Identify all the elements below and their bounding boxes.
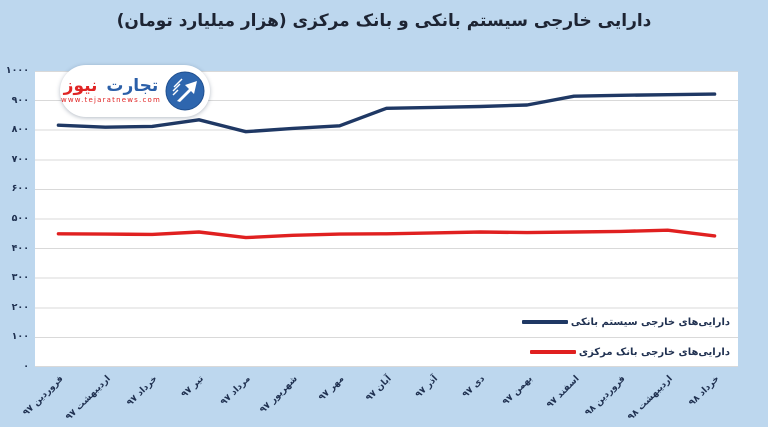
y-axis-label: ۰ (23, 361, 29, 372)
x-axis-label: اردیبهشت ۹۷ (63, 374, 113, 423)
legend-label-banking-system: دارایی‌های خارجی سیستم بانکی (570, 316, 730, 328)
y-axis-label: ۴۰۰ (11, 242, 29, 254)
legend-item-central-bank: دارایی‌های خارجی بانک مرکزی (522, 341, 730, 363)
chart-legend: دارایی‌های خارجی سیستم بانکی دارایی‌های … (521, 311, 730, 371)
x-axis-label: آذر ۹۷ (414, 374, 441, 401)
x-axis-label: فروردین ۹۸ (583, 374, 628, 419)
x-axis-label: دی ۹۷ (461, 374, 488, 401)
y-axis-label: ۳۰۰ (11, 272, 29, 284)
y-axis-label: ۲۰۰ (11, 301, 29, 313)
red-line-swatch-icon (529, 350, 576, 354)
x-axis-label: تیر ۹۷ (180, 374, 207, 401)
y-axis-label: ۶۰۰ (11, 183, 29, 195)
x-axis-label: آبان ۹۷ (364, 374, 394, 404)
x-axis-label: اردیبهشت ۹۸ (626, 374, 675, 423)
logo-text-block: تجارت نیوز www.tejaratnews.com (61, 77, 165, 105)
x-axis-label: فروردین ۹۷ (21, 374, 66, 419)
logo-website-url: www.tejaratnews.com (60, 96, 161, 104)
y-axis-label: ۵۰۰ (11, 213, 29, 224)
plot-area (35, 71, 738, 367)
y-axis-label: ۷۰۰ (11, 153, 29, 165)
series-line-0 (56, 92, 717, 134)
legend-item-banking-system: دارایی‌های خارجی سیستم بانکی (521, 311, 730, 333)
x-axis-label: مهر ۹۷ (317, 374, 347, 404)
x-axis-label: شهریور ۹۷ (258, 374, 300, 416)
chart-title: دارایی خارجی سیستم بانکی و بانک مرکزی (ه… (116, 11, 652, 31)
y-axis-label: ۱۰۰۰ (5, 65, 29, 76)
series-line-1 (56, 228, 717, 240)
y-axis-label: ۱۰۰ (11, 331, 29, 343)
y-axis-label: ۹۰۰ (11, 94, 29, 106)
logo-brand-name: تجارت نیوز (64, 77, 159, 96)
x-axis-label: اسفند ۹۷ (544, 374, 582, 411)
tejaratnews-logo: تجارت نیوز www.tejaratnews.com (60, 65, 210, 117)
x-axis-label: بهمن ۹۷ (500, 374, 535, 408)
logo-arrow-icon (165, 71, 205, 111)
line-chart (35, 71, 738, 367)
logo-word-tejarat: تجارت (106, 76, 159, 96)
y-axis-label: ۸۰۰ (11, 124, 29, 136)
x-axis-label: خرداد ۹۸ (687, 374, 722, 409)
logo-word-news: نیوز (63, 76, 98, 96)
legend-label-central-bank: دارایی‌های خارجی بانک مرکزی (578, 346, 730, 358)
x-axis-label: خرداد ۹۷ (124, 374, 160, 409)
x-axis-label: مرداد ۹۷ (219, 374, 253, 408)
navy-line-swatch-icon (521, 320, 568, 324)
